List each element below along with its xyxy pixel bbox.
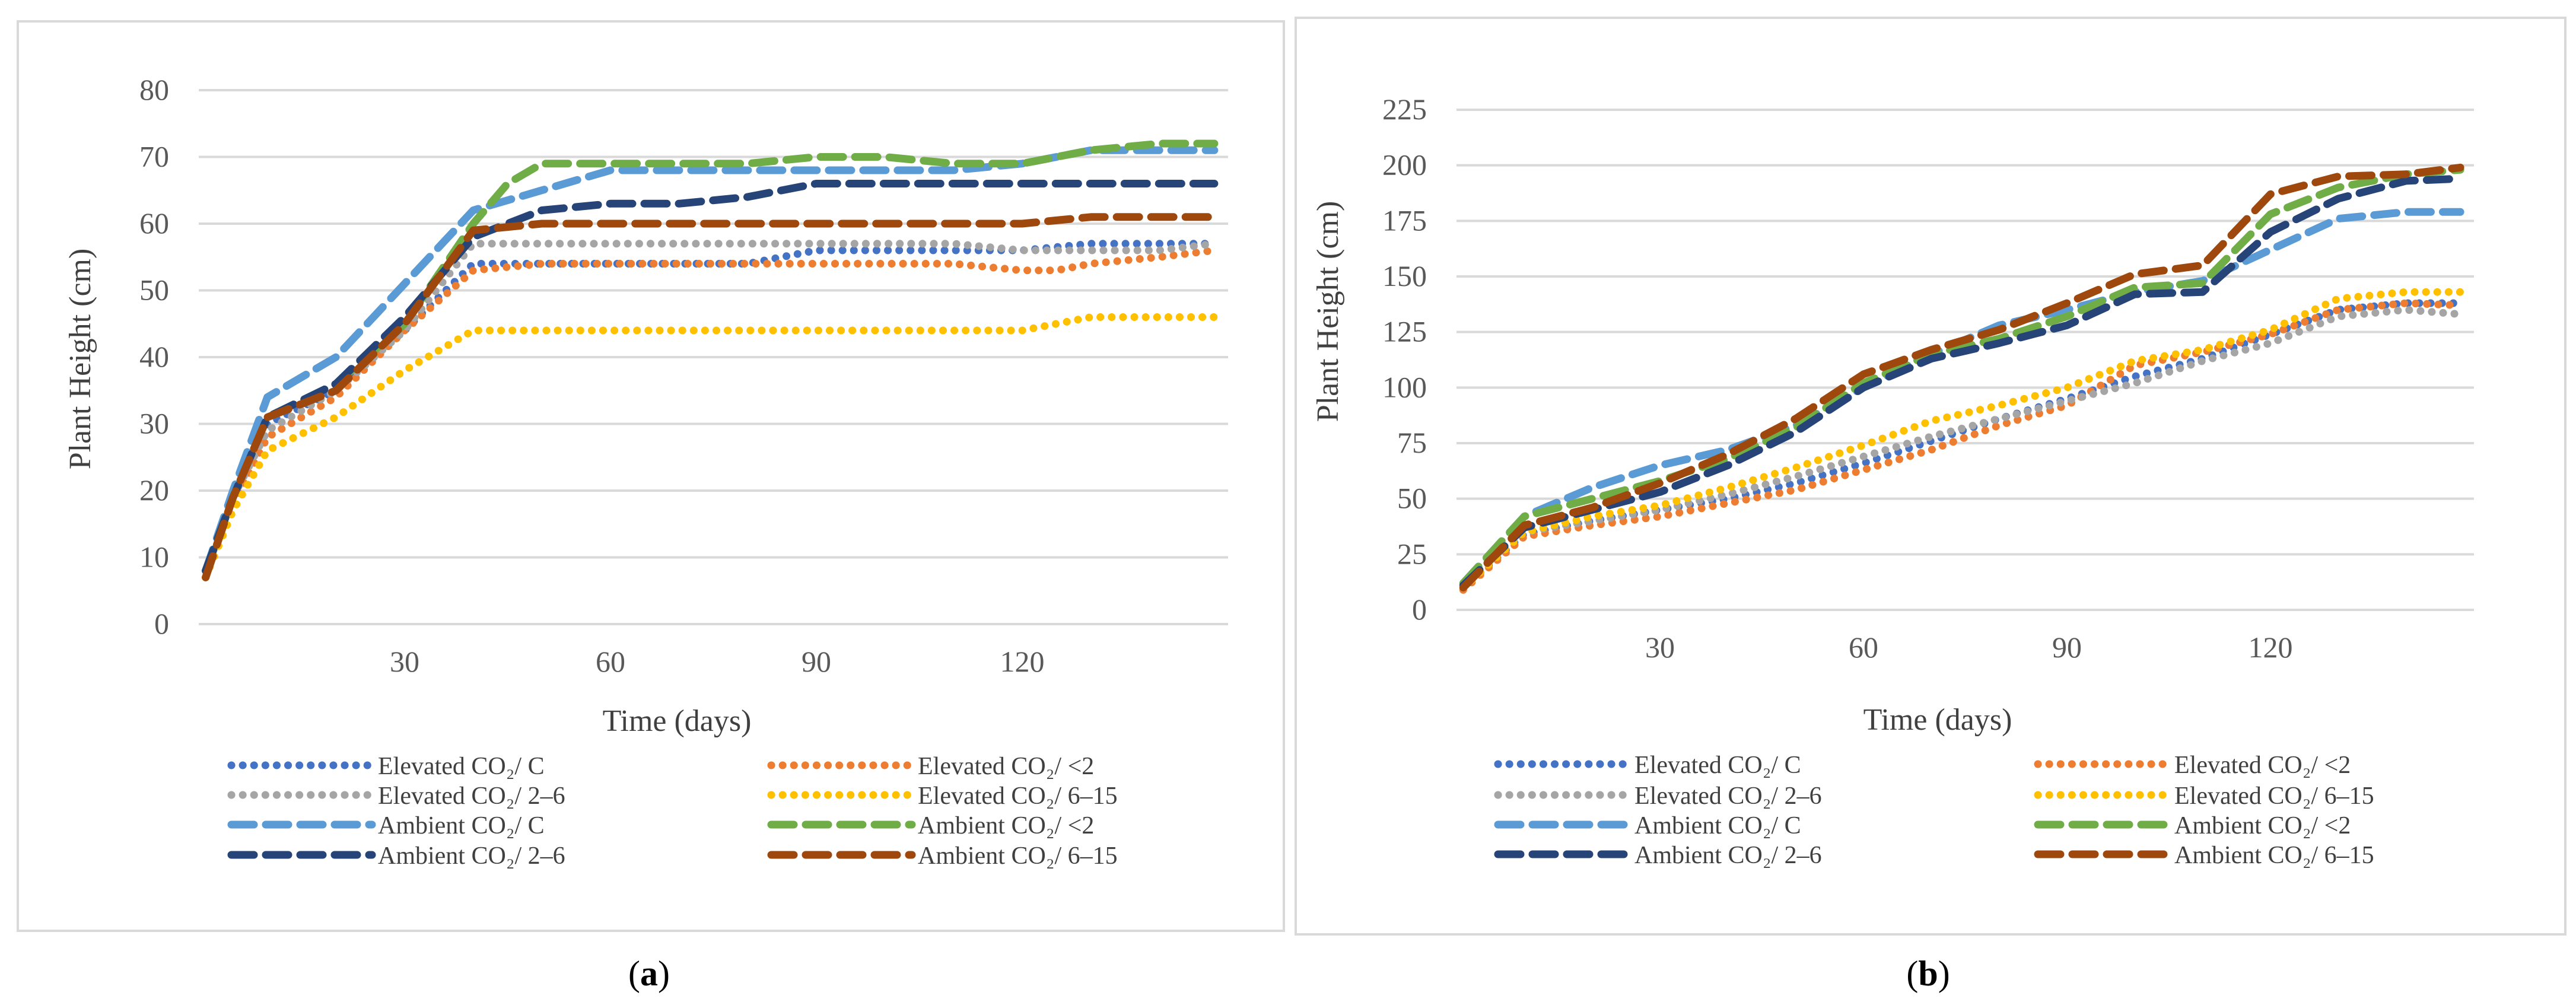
y-axis-ticks: 0 25 50 75 100 125 150 175 200 225 (1382, 93, 1427, 626)
legend: Elevated CO₂/ C Elevated CO₂/ <2Elevated … (227, 753, 1118, 870)
y-tick-label: 200 (1382, 148, 1427, 182)
y-tick-label: 60 (139, 206, 169, 240)
y-tick-label: 0 (154, 607, 169, 640)
legend-entry-5: Ambient CO₂/ C (378, 812, 545, 839)
panel-a-frame (17, 20, 1285, 932)
x-tick-label: 120 (2249, 631, 2293, 664)
legend-entry-6: Ambient CO₂/ <2 (918, 812, 1094, 839)
y-tick-label: 75 (1397, 426, 1427, 459)
y-axis-ticks: 0 10 20 30 40 50 60 70 80 (139, 73, 169, 640)
y-axis-label: Plant Height (cm) (1311, 201, 1345, 422)
series-line-8 (202, 213, 1219, 581)
series-line-8 (1459, 163, 2464, 591)
series-line-3 (1459, 306, 2464, 591)
y-tick-label: 50 (1397, 482, 1427, 515)
grid-lines (1456, 109, 2474, 611)
y-tick-label: 25 (1397, 537, 1427, 570)
caption-b: (b) (1906, 954, 1950, 993)
y-tick-label: 40 (139, 340, 169, 373)
series-line-7 (1459, 174, 2464, 590)
x-tick-label: 60 (596, 645, 625, 678)
x-axis-label: Time (days) (1863, 703, 2012, 737)
series-line-4 (1459, 288, 2464, 591)
legend-entry-8: Ambient CO₂/ 6–15 (918, 842, 1118, 870)
panel-b-frame (1295, 17, 2567, 936)
legend-entry-4: Elevated CO₂/ 6–15 (2174, 782, 2374, 810)
x-tick-label: 120 (1000, 645, 1045, 678)
x-axis-ticks: 30 60 90 120 (1645, 631, 2293, 664)
series-line-7 (202, 180, 1219, 575)
legend-entry-7: Ambient CO₂/ 2–6 (1634, 842, 1822, 869)
y-tick-label: 100 (1382, 370, 1427, 403)
legend-entry-3: Elevated CO₂/ 2–6 (378, 782, 565, 810)
series-line-2 (1459, 299, 2464, 594)
legend-entry-4: Elevated CO₂/ 6–15 (918, 782, 1118, 810)
y-tick-label: 50 (139, 273, 169, 307)
y-tick-label: 10 (139, 540, 169, 574)
y-tick-label: 0 (1412, 593, 1427, 626)
legend-entry-7: Ambient CO₂/ 2–6 (378, 842, 565, 870)
x-axis-label: Time (days) (603, 704, 752, 738)
y-tick-label: 30 (139, 407, 169, 440)
y-tick-label: 80 (139, 73, 169, 106)
legend-entry-1: Elevated CO₂/ C (378, 753, 545, 780)
x-tick-label: 60 (1849, 631, 1878, 664)
caption-a: (a) (628, 954, 670, 993)
series-lines (1459, 163, 2464, 594)
x-tick-label: 90 (2052, 631, 2082, 664)
y-tick-label: 20 (139, 473, 169, 507)
series-line-4 (202, 313, 1219, 581)
legend-entry-8: Ambient CO₂/ 6–15 (2174, 842, 2374, 869)
x-tick-label: 30 (1645, 631, 1675, 664)
y-tick-label: 225 (1382, 93, 1427, 126)
series-lines (202, 139, 1219, 581)
y-axis-label: Plant Height (cm) (63, 249, 97, 470)
y-tick-label: 70 (139, 140, 169, 173)
series-line-6 (1459, 166, 2464, 587)
legend: Elevated CO₂/ C Elevated CO₂/ <2 Elevated … (1494, 752, 2374, 869)
series-line-2 (202, 246, 1219, 581)
legend-entry-2: Elevated CO₂/ <2 (918, 753, 1094, 780)
x-axis-ticks: 30 60 90 120 (390, 645, 1045, 678)
legend-entry-3: Elevated CO₂/ 2–6 (1634, 782, 1822, 810)
chart-panel-a: 0 10 20 30 40 50 60 70 80 30 60 90 120 Plant Height… (63, 73, 1228, 993)
x-tick-label: 30 (390, 645, 419, 678)
y-tick-label: 150 (1382, 259, 1427, 292)
legend-entry-5: Ambient CO₂/ C (1634, 812, 1801, 839)
series-line-3 (202, 240, 1219, 575)
y-tick-label: 175 (1382, 203, 1427, 237)
chart-panel-b: 0 25 50 75 100 125 150 175 200 225 30 60 90 120 Plan… (1311, 93, 2474, 993)
x-tick-label: 90 (802, 645, 831, 678)
legend-entry-1: Elevated CO₂/ C (1634, 752, 1801, 779)
y-tick-label: 125 (1382, 315, 1427, 348)
legend-entry-6: Ambient CO₂/ <2 (2174, 812, 2351, 839)
legend-entry-2: Elevated CO₂/ <2 (2174, 752, 2351, 779)
